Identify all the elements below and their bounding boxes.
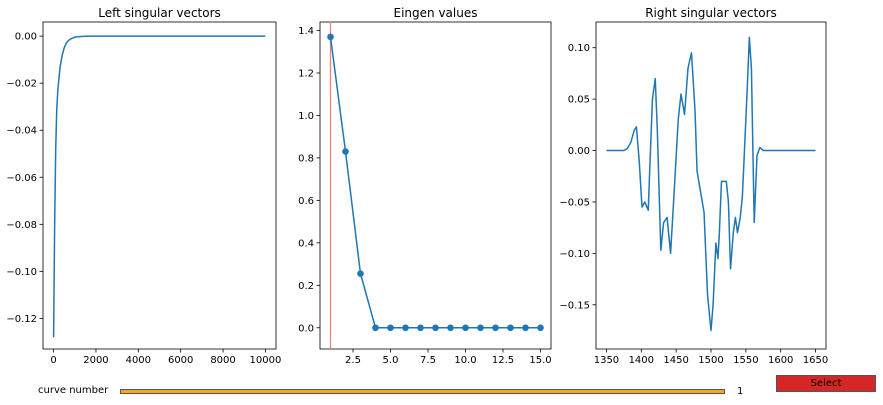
- x-tick-label: 2000: [83, 355, 108, 366]
- y-tick-label: −0.02: [6, 79, 37, 90]
- data-point: [417, 324, 424, 332]
- x-tick-label: 5.0: [383, 355, 399, 366]
- y-tick-label: −0.10: [559, 249, 590, 260]
- slider-fill: [121, 390, 724, 393]
- data-point: [447, 324, 454, 332]
- chart-title-0: Left singular vectors: [98, 6, 221, 20]
- slider-value: 1: [737, 386, 744, 397]
- data-point: [492, 324, 499, 332]
- y-tick-label: 1.0: [298, 111, 314, 122]
- x-tick-label: 7.5: [420, 355, 436, 366]
- x-tick-label: 1450: [663, 355, 688, 366]
- x-tick-label: 10.0: [454, 355, 476, 366]
- y-tick-label: −0.15: [559, 300, 590, 311]
- slider-label: curve number: [38, 385, 109, 396]
- x-tick-label: 10000: [250, 355, 282, 366]
- plot-frame-1: [319, 21, 552, 350]
- y-tick-label: 0.0: [298, 323, 314, 334]
- series-line: [329, 36, 541, 329]
- y-tick-label: −0.05: [559, 197, 590, 208]
- select-button[interactable]: Select: [776, 375, 876, 392]
- y-tick-label: −0.04: [6, 126, 37, 137]
- data-point: [432, 324, 439, 332]
- data-point: [402, 324, 409, 332]
- x-tick-label: 2.5: [345, 355, 361, 366]
- y-tick-label: 0.8: [298, 153, 314, 164]
- chart-title-1: Eingen values: [394, 6, 478, 20]
- y-tick-label: 0.10: [568, 43, 590, 54]
- series-line: [606, 36, 816, 332]
- y-tick-label: 0.4: [298, 238, 314, 249]
- y-tick-label: 0.05: [568, 95, 590, 106]
- x-tick-label: 1400: [629, 355, 654, 366]
- data-point: [462, 324, 469, 332]
- data-point: [387, 324, 394, 332]
- x-tick-label: 1650: [803, 355, 828, 366]
- data-point: [342, 148, 349, 155]
- data-point: [327, 33, 334, 41]
- y-tick-label: −0.10: [6, 267, 37, 278]
- y-tick-label: 0.00: [15, 32, 37, 43]
- y-tick-label: 0.00: [568, 146, 590, 157]
- x-tick-label: 1350: [594, 355, 619, 366]
- data-point: [372, 324, 379, 332]
- plot-frame-0: [42, 21, 277, 350]
- chart-title-2: Right singular vectors: [645, 6, 777, 20]
- x-tick-label: 12.5: [492, 355, 514, 366]
- curve-number-slider[interactable]: [120, 389, 725, 394]
- x-tick-label: 4000: [126, 355, 151, 366]
- y-tick-label: 1.2: [298, 68, 314, 79]
- x-tick-label: 1600: [768, 355, 793, 366]
- y-tick-label: 1.4: [298, 26, 314, 37]
- y-tick-label: 0.2: [298, 281, 314, 292]
- data-point: [477, 324, 484, 332]
- x-tick-label: 6000: [168, 355, 193, 366]
- data-point: [357, 270, 364, 277]
- data-point: [507, 324, 514, 332]
- y-tick-label: −0.12: [6, 314, 37, 325]
- data-point: [522, 324, 529, 332]
- x-tick-label: 8000: [210, 355, 235, 366]
- data-point: [537, 324, 544, 332]
- y-tick-label: −0.06: [6, 173, 37, 184]
- x-tick-label: 1550: [733, 355, 758, 366]
- x-tick-label: 1500: [698, 355, 723, 366]
- x-tick-label: 0: [50, 355, 56, 366]
- y-tick-label: −0.08: [6, 220, 37, 231]
- series-line: [52, 35, 266, 338]
- y-tick-label: 0.6: [298, 196, 314, 207]
- x-tick-label: 15.0: [529, 355, 551, 366]
- plot-frame-2: [595, 21, 827, 350]
